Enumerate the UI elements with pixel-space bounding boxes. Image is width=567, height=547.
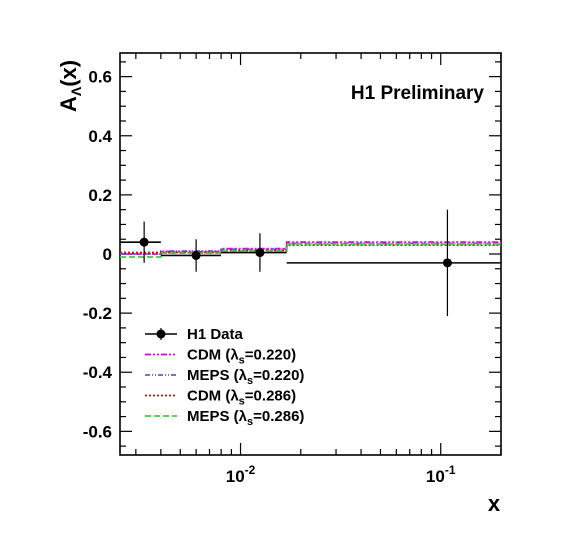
y-axis-title-suffix: (x) <box>56 60 81 87</box>
legend-label-prefix: CDM (λ <box>187 347 239 364</box>
legend-label: CDM (λs=0.286) <box>187 388 296 408</box>
y-tick-label: -0.6 <box>83 422 112 441</box>
legend-label-subscript: s <box>247 416 253 428</box>
y-tick-label: 0.4 <box>88 127 112 146</box>
data-point-marker <box>255 248 265 258</box>
x-tick-base: 10 <box>226 467 245 486</box>
model-step-line <box>120 243 501 258</box>
x-tick-exponent: -2 <box>245 463 256 477</box>
axis-ticks: 0.60.40.20-0.2-0.4-0.610-2 10-1 <box>83 53 502 486</box>
legend-label: CDM (λs=0.220) <box>187 347 296 367</box>
legend-label-prefix: MEPS (λ <box>187 367 248 384</box>
legend-label-prefix: CDM (λ <box>187 388 239 405</box>
x-tick-base: 10 <box>426 467 445 486</box>
y-tick-label: -0.4 <box>83 363 113 382</box>
x-axis-title: x <box>488 491 501 516</box>
x-tick-label: 10-1 <box>426 463 456 486</box>
y-tick-label: -0.2 <box>83 304 112 323</box>
legend-label-subscript: s <box>239 355 245 367</box>
chart-annotation: H1 Preliminary <box>351 83 484 104</box>
legend-label-value: =0.220) <box>253 367 304 384</box>
legend-label-value: =0.286) <box>253 408 304 425</box>
model-curves <box>120 241 501 258</box>
legend-label-subscript: s <box>239 396 245 408</box>
data-point-marker <box>139 237 149 247</box>
y-tick-label: 0 <box>103 245 112 264</box>
data-points <box>120 209 501 317</box>
y-tick-label: 0.6 <box>88 68 112 87</box>
data-point-marker <box>442 258 452 268</box>
model-step-line <box>120 244 501 254</box>
legend-swatch-marker <box>156 329 166 339</box>
legend-label-value: =0.286) <box>245 388 296 405</box>
plot-frame <box>119 52 502 456</box>
legend-label-prefix: MEPS (λ <box>187 408 248 425</box>
x-tick-exponent: -1 <box>445 463 456 477</box>
x-tick-label: 10-2 <box>226 463 256 486</box>
svg-text:AΛ(x): AΛ(x) <box>56 60 84 112</box>
y-axis-title-main: A <box>56 96 81 112</box>
y-axis-title: AΛ(x) <box>56 60 84 112</box>
legend-label: H1 Data <box>187 326 244 343</box>
model-step-line <box>120 242 501 255</box>
legend-label-subscript: s <box>247 375 253 387</box>
legend-label-value: =0.220) <box>245 347 296 364</box>
y-axis-title-sub: Λ <box>68 86 84 96</box>
legend-label: MEPS (λs=0.286) <box>187 408 304 428</box>
legend-label: MEPS (λs=0.220) <box>187 367 304 387</box>
y-tick-label: 0.2 <box>88 186 112 205</box>
data-point-marker <box>191 250 201 260</box>
